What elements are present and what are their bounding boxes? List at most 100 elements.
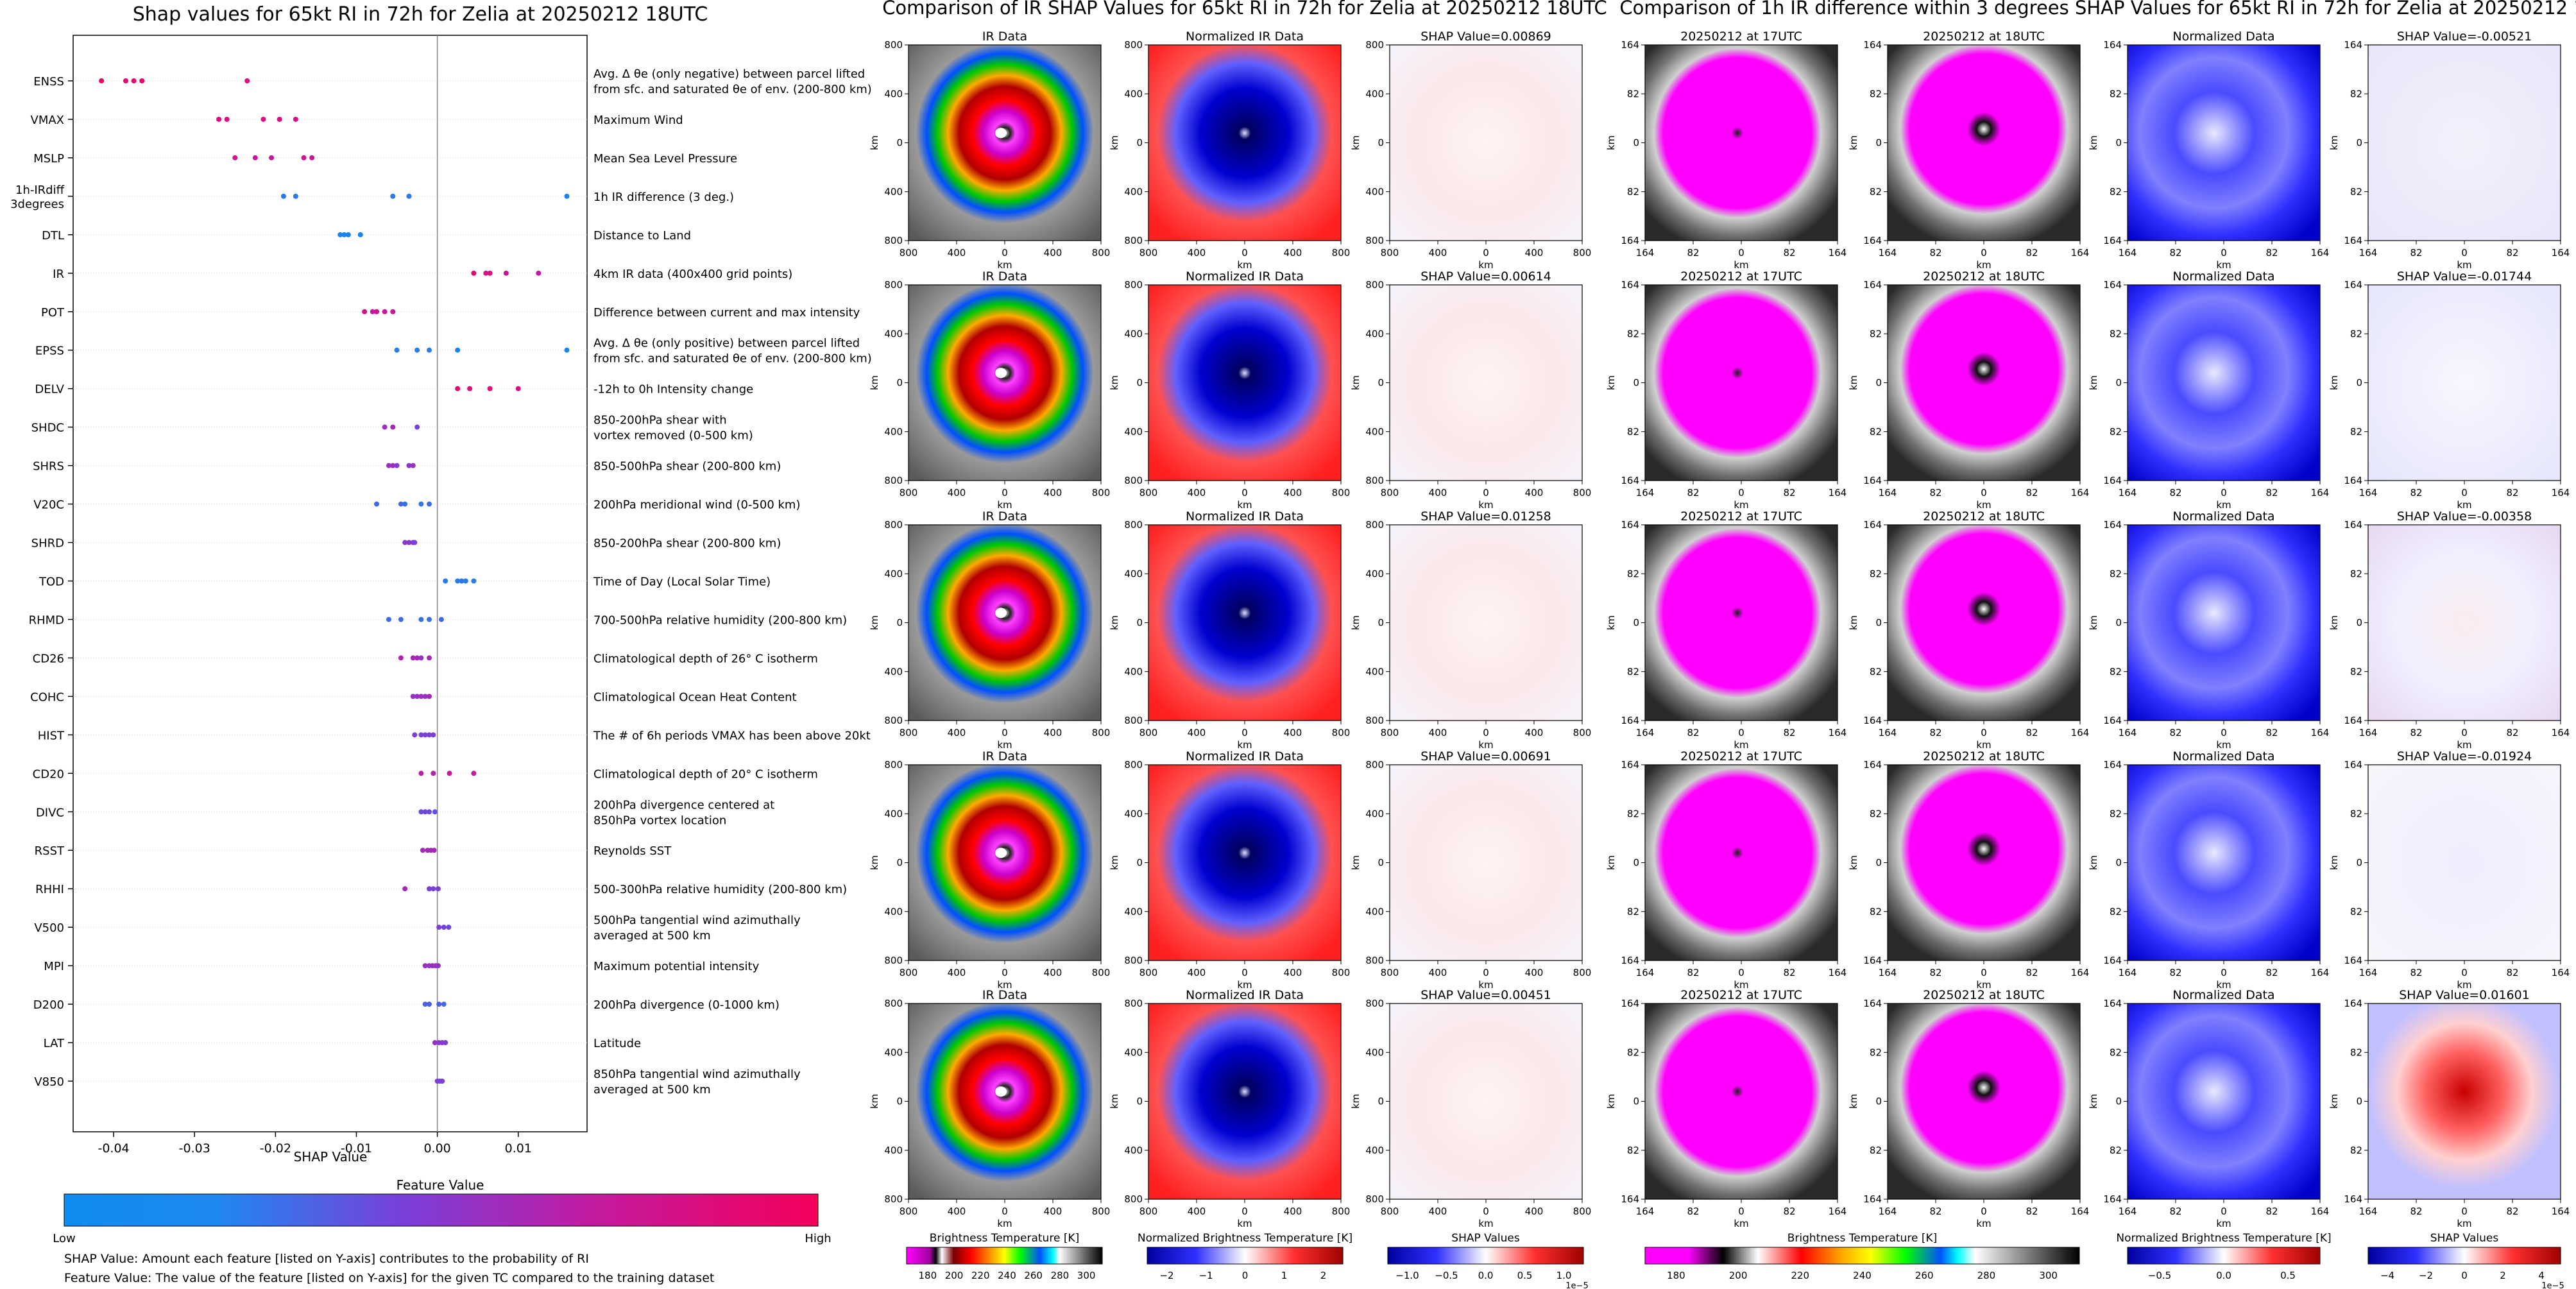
y-tick-label: 800 (1365, 279, 1384, 291)
x-tick-label: 164 (2552, 247, 2570, 259)
feature-code-label: D200 (33, 998, 64, 1012)
y-tick-label: 800 (1365, 519, 1384, 531)
y-tick-label: 82 (2350, 328, 2362, 339)
irdiff-shap-panel: Comparison of 1h IR difference within 3 … (1605, 0, 2576, 1289)
x-tick-label: 400 (1284, 487, 1302, 499)
normalized-ir-image (1148, 1003, 1341, 1199)
y-tick-label: 164 (2344, 475, 2362, 486)
feature-code-label: RHMD (29, 613, 64, 627)
y-tick-label: 800 (1365, 715, 1384, 726)
x-tick-label: 82 (2026, 967, 2038, 978)
colorbar-tick-label: 0.0 (2216, 1270, 2231, 1281)
colorbar-tick-label: 200 (945, 1270, 964, 1281)
x-tick-label: 82 (1687, 487, 1699, 499)
feature-colorbar-title: Feature Value (397, 1177, 484, 1193)
feature-code-label: SHDC (31, 422, 64, 435)
shap-point (432, 1040, 438, 1046)
feature-code-label: 1h-IRdiff (15, 184, 65, 197)
colorbar-label: Brightness Temperature [K] (930, 1232, 1079, 1245)
y-tick-label: 800 (1365, 998, 1384, 1009)
x-axis-label: km (1734, 739, 1748, 751)
summary-axes-frame (73, 35, 588, 1132)
subplot-title: 20250212 at 17UTC (1680, 749, 1802, 764)
normalized-ir-image (1148, 525, 1341, 721)
x-axis-label: km (1734, 979, 1748, 991)
shap-point (406, 463, 412, 468)
y-tick-label: 164 (1863, 759, 1882, 771)
x-tick-label: 400 (1188, 487, 1206, 499)
shap-point (438, 617, 444, 622)
y-tick-label: 82 (2110, 1046, 2122, 1058)
ir-18utc-image (1888, 765, 2080, 960)
subplot-title: Normalized IR Data (1186, 509, 1304, 524)
subplot-title: IR Data (982, 988, 1027, 1002)
shap-point (515, 386, 521, 391)
x-tick-label: 0 (2461, 1206, 2468, 1217)
x-tick-label: 82 (2506, 1206, 2518, 1217)
y-tick-label: 0 (1875, 857, 1882, 869)
feature-code-label: DIVC (36, 806, 64, 819)
x-axis-label: km (2457, 499, 2471, 511)
shap-point (412, 732, 418, 738)
subplot-title: IR Data (982, 269, 1027, 284)
shap-point (487, 386, 493, 391)
y-tick-label: 82 (2350, 808, 2362, 819)
y-axis-label: km (1350, 135, 1361, 150)
x-tick-label: 164 (1829, 247, 1847, 259)
x-axis-label: km (997, 499, 1012, 511)
x-tick-label: 0 (2221, 727, 2227, 738)
feature-description: Maximum potential intensity (593, 960, 760, 973)
x-tick-label: 164 (2311, 1206, 2330, 1217)
x-tick-label: 400 (1188, 247, 1206, 259)
feature-code-label: CD20 (33, 767, 64, 781)
y-axis-label: km (1109, 855, 1120, 870)
x-tick-label: 400 (1525, 967, 1544, 978)
shap-point (418, 617, 424, 622)
feature-description: averaged at 500 km (593, 929, 711, 943)
y-axis-label: km (1848, 375, 1859, 390)
colorbar (2127, 1247, 2321, 1265)
eye-marker (995, 608, 1007, 619)
colorbar-tick-label: −1 (1198, 1270, 1213, 1281)
shap-point (427, 1002, 432, 1007)
x-tick-label: 164 (2119, 1206, 2137, 1217)
x-tick-label: 82 (1783, 247, 1795, 259)
x-tick-label: 0 (1981, 1206, 1987, 1217)
shap-point (443, 578, 448, 584)
ir-shap-panel: Comparison of IR SHAP Values for 65kt RI… (869, 0, 1607, 1289)
colorbar (2367, 1247, 2561, 1265)
colorbar-tick-label: 240 (1853, 1270, 1872, 1281)
x-tick-label: 800 (1092, 247, 1111, 259)
feature-description: Maximum Wind (593, 114, 683, 127)
shap-point (374, 501, 380, 507)
x-tick-label: 800 (1139, 247, 1158, 259)
x-tick-label: 800 (1139, 1206, 1158, 1217)
ir-shap-map (1390, 45, 1582, 241)
y-axis-label: km (1350, 615, 1361, 630)
shap-point (345, 232, 351, 237)
x-tick-label: 0 (1738, 727, 1744, 738)
y-tick-label: 82 (1870, 666, 1882, 678)
colorbar-label: Normalized Brightness Temperature [K] (1138, 1232, 1352, 1245)
x-tick-label: 82 (1929, 247, 1941, 259)
x-tick-label: 82 (1687, 727, 1699, 738)
y-axis-label: km (2328, 855, 2340, 870)
shap-point (435, 886, 441, 892)
y-tick-label: 0 (1378, 857, 1384, 869)
y-tick-label: 82 (1627, 1046, 1639, 1058)
x-tick-label: 164 (2071, 487, 2090, 499)
shap-point (427, 886, 432, 892)
feature-code-label: VMAX (31, 114, 65, 127)
feature-description: Climatological depth of 20° C isotherm (593, 767, 818, 781)
y-tick-label: 164 (1621, 279, 1639, 291)
x-axis-label: km (1478, 979, 1493, 991)
shap-point (427, 655, 432, 661)
shap-point (420, 848, 425, 853)
shap-point (394, 463, 400, 468)
x-axis-label: km (2457, 259, 2471, 271)
subplot-title: SHAP Value=0.00614 (1420, 269, 1551, 284)
y-axis-label: km (2328, 135, 2340, 150)
x-tick-label: 0 (1981, 487, 1987, 499)
y-tick-label: 82 (1870, 328, 1882, 339)
x-tick-label: 800 (1573, 967, 1592, 978)
